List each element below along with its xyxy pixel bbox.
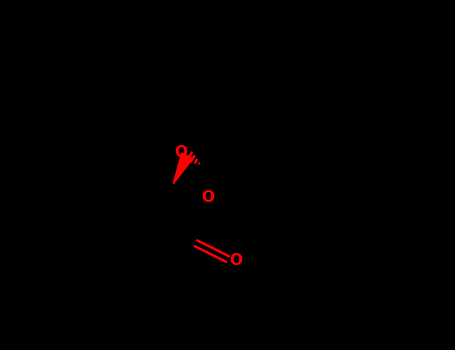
Polygon shape [173,153,193,184]
Text: O: O [201,190,214,205]
Text: O: O [230,253,243,268]
Text: O: O [174,145,187,160]
